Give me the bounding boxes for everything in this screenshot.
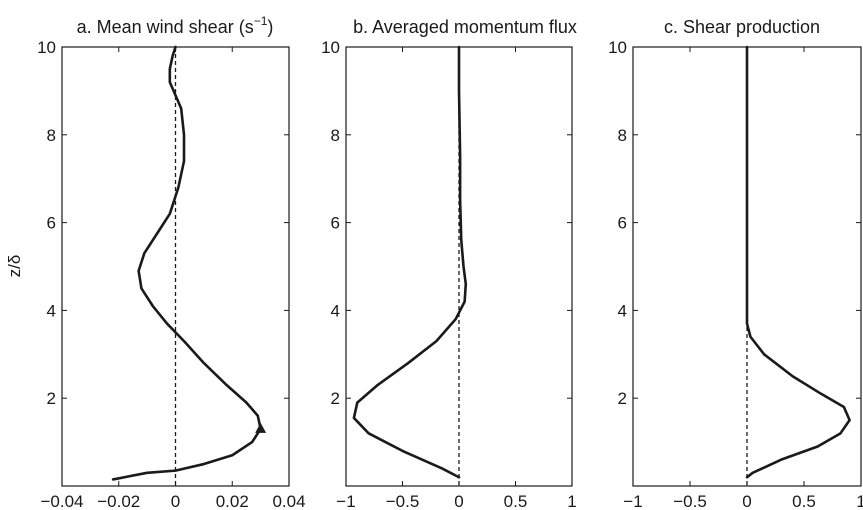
y-tick-label: 6 bbox=[618, 214, 627, 233]
x-tick-label: 0.5 bbox=[504, 492, 528, 510]
series-line bbox=[352, 45, 468, 479]
panel-mean-wind-shear: a. Mean wind shear (s−1) −0.04 −0.02 0 0.02 0… bbox=[37, 14, 305, 510]
x-tick-label: −1 bbox=[336, 492, 355, 510]
y-tick-label: 2 bbox=[47, 389, 56, 408]
y-tick-label: 8 bbox=[331, 126, 340, 145]
x-tick-label: 0.5 bbox=[792, 492, 816, 510]
panel-title-text: a. Mean wind shear (s bbox=[77, 17, 254, 37]
y-tick-label: 2 bbox=[331, 389, 340, 408]
x-tick-label: −0.04 bbox=[40, 492, 83, 510]
panel-title-text: b. Averaged momentum flux bbox=[353, 17, 577, 37]
y-tick-label: 10 bbox=[37, 38, 56, 57]
y-tick-label: 6 bbox=[331, 214, 340, 233]
x-tick-label: −0.02 bbox=[97, 492, 140, 510]
panel-title-superscript: −1 bbox=[254, 14, 268, 28]
y-tick-label: 8 bbox=[47, 126, 56, 145]
y-tick-label: 4 bbox=[331, 301, 340, 320]
x-tick-label: −0.5 bbox=[673, 492, 707, 510]
y-axis-label: z/δ bbox=[5, 255, 24, 278]
panel-averaged-momentum-flux: b. Averaged momentum flux −1 −0.5 0 0.5 1 2 4 6 8… bbox=[321, 17, 577, 510]
x-tick-label: −0.5 bbox=[386, 492, 420, 510]
x-tick-label: 1 bbox=[567, 492, 576, 510]
panel-title: b. Averaged momentum flux bbox=[353, 17, 577, 37]
x-tick-label: 0 bbox=[454, 492, 463, 510]
y-tick-label: 2 bbox=[618, 389, 627, 408]
panel-title: a. Mean wind shear (s−1) bbox=[77, 14, 274, 37]
series-line bbox=[745, 45, 851, 479]
y-tick-label: 4 bbox=[618, 301, 627, 320]
x-tick-label: 0 bbox=[742, 492, 751, 510]
triangle-marker bbox=[255, 422, 267, 433]
x-tick-label: 1 bbox=[856, 492, 863, 510]
panel-title-text: c. Shear production bbox=[664, 17, 820, 37]
panel-shear-production: c. Shear production −1 −0.5 0 0.5 1 2 4 6 8 10 bbox=[608, 17, 863, 510]
x-tick-label: 0 bbox=[171, 492, 180, 510]
panel-title: c. Shear production bbox=[664, 17, 820, 37]
y-tick-label: 8 bbox=[618, 126, 627, 145]
x-tick-label: 0.02 bbox=[216, 492, 249, 510]
y-tick-label: 6 bbox=[47, 214, 56, 233]
y-tick-label: 10 bbox=[321, 38, 340, 57]
x-tick-label: 0.04 bbox=[272, 492, 305, 510]
panel-title-end: ) bbox=[267, 17, 273, 37]
y-tick-label: 10 bbox=[608, 38, 627, 57]
series-line bbox=[111, 45, 262, 481]
y-tick-label: 4 bbox=[47, 301, 56, 320]
x-tick-label: −1 bbox=[623, 492, 642, 510]
